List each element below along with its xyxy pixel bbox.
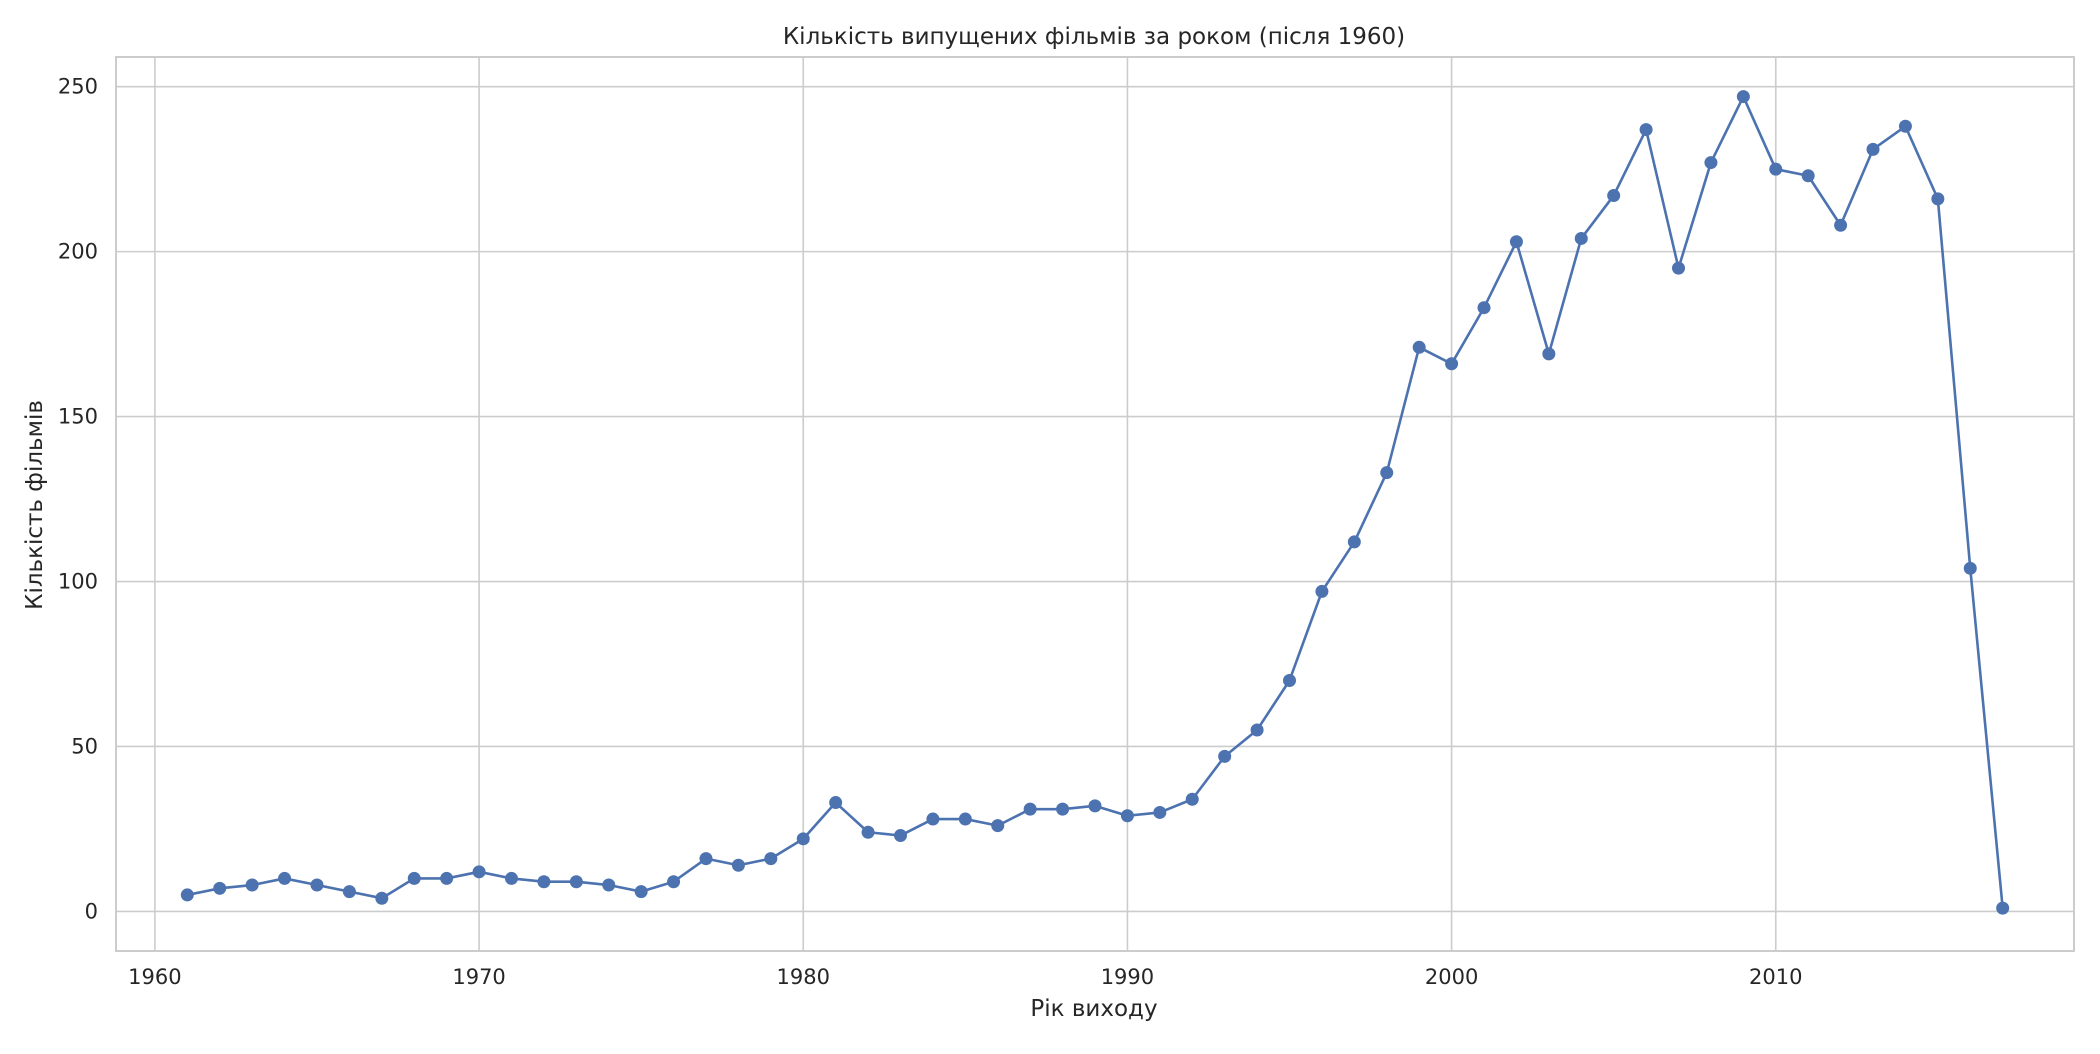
data-point xyxy=(537,875,551,889)
markers-layer xyxy=(180,90,2010,915)
data-point xyxy=(1574,231,1588,245)
data-point xyxy=(1056,802,1070,816)
y-tick-label: 50 xyxy=(71,734,98,758)
data-point xyxy=(1218,749,1232,763)
data-point xyxy=(1477,301,1491,315)
y-axis-title: Кількість фільмів xyxy=(22,400,48,610)
data-point xyxy=(1445,357,1459,371)
y-tick-label: 200 xyxy=(58,240,98,264)
data-point xyxy=(245,878,259,892)
x-tick-label: 1960 xyxy=(128,965,181,989)
data-point xyxy=(699,852,713,866)
data-point xyxy=(926,812,940,826)
data-point xyxy=(213,881,227,895)
y-tick-label: 0 xyxy=(85,899,98,923)
data-point xyxy=(1542,347,1556,361)
data-point xyxy=(1380,466,1394,480)
x-axis-title: Рік виходу xyxy=(1030,996,1157,1022)
data-point xyxy=(1898,119,1912,133)
data-point xyxy=(1120,809,1134,823)
data-point xyxy=(310,878,324,892)
data-point xyxy=(1834,218,1848,232)
x-tick-label: 2000 xyxy=(1425,965,1478,989)
data-point xyxy=(278,871,292,885)
data-point xyxy=(1607,189,1621,203)
plot-border xyxy=(115,56,2075,952)
data-point xyxy=(440,871,454,885)
data-point xyxy=(958,812,972,826)
data-point xyxy=(991,819,1005,833)
y-tick-label: 250 xyxy=(58,75,98,99)
y-tick-label: 100 xyxy=(58,570,98,594)
data-point xyxy=(342,885,356,899)
data-point xyxy=(504,871,518,885)
data-point xyxy=(1315,584,1329,598)
x-tick-labels: 1960 1970 1980 1990 2000 2010 xyxy=(128,965,1802,989)
data-point xyxy=(1801,169,1815,183)
data-point xyxy=(1023,802,1037,816)
data-point xyxy=(472,865,486,879)
data-point xyxy=(1931,192,1945,206)
data-point xyxy=(1672,261,1686,275)
data-point xyxy=(1185,792,1199,806)
data-point xyxy=(407,871,421,885)
data-point xyxy=(1736,90,1750,104)
x-tick-label: 1970 xyxy=(452,965,505,989)
y-tick-label: 150 xyxy=(58,405,98,429)
data-point xyxy=(893,829,907,843)
y-tick-labels: 0 50 100 150 200 250 xyxy=(58,75,98,924)
data-point xyxy=(764,852,778,866)
data-point xyxy=(1250,723,1264,737)
data-point xyxy=(602,878,616,892)
data-point xyxy=(1283,673,1297,687)
data-point xyxy=(829,796,843,810)
x-tick-label: 1990 xyxy=(1101,965,1154,989)
data-point xyxy=(375,891,389,905)
x-tick-label: 2010 xyxy=(1749,965,1802,989)
data-point xyxy=(634,885,648,899)
data-point xyxy=(1153,805,1167,819)
data-point xyxy=(731,858,745,872)
grid-layer xyxy=(116,57,2074,951)
data-point xyxy=(861,825,875,839)
x-tick-label: 1980 xyxy=(777,965,830,989)
data-point xyxy=(1769,162,1783,176)
data-point xyxy=(1996,901,2010,915)
data-point xyxy=(1704,156,1718,170)
chart-title: Кількість випущених фільмів за роком (пі… xyxy=(783,24,1405,50)
data-point xyxy=(1412,340,1426,354)
data-point xyxy=(180,888,194,902)
plot-frame xyxy=(115,56,2075,952)
data-point xyxy=(1088,799,1102,813)
series-line xyxy=(187,95,2004,909)
data-point xyxy=(796,832,810,846)
series-layer xyxy=(187,95,2004,909)
data-point xyxy=(1347,535,1361,549)
data-point xyxy=(667,875,681,889)
data-point xyxy=(1509,235,1523,249)
data-point xyxy=(569,875,583,889)
data-point xyxy=(1963,561,1977,575)
data-point xyxy=(1866,142,1880,156)
data-point xyxy=(1639,123,1653,137)
